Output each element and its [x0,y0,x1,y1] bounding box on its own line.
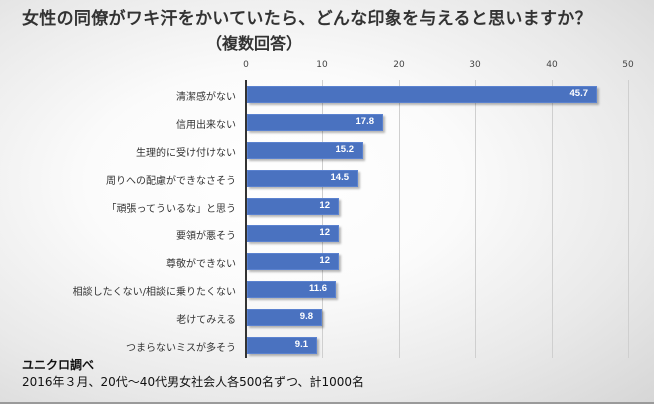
gridline [628,80,629,358]
gridline [322,80,323,358]
chart-title: 女性の同僚がワキ汗をかいていたら、どんな印象を与えると思いますか？ [22,9,592,29]
bar: 14.5 [247,170,358,187]
bar: 45.7 [247,86,597,103]
bar-value-label: 11.6 [309,283,327,294]
bottom-border [0,402,654,404]
category-label: 信用出来ない [176,120,236,131]
category-label: 生理的に受け付けない [136,148,236,159]
bar: 15.2 [247,142,363,159]
bar-value-label: 9.8 [299,311,313,322]
bar-value-label: 17.8 [355,116,375,127]
bar: 12 [247,198,339,215]
x-tick: 20 [393,60,405,70]
bar-value-label: 14.5 [330,172,350,183]
gridline [552,80,553,358]
y-axis-line [245,80,247,358]
bar: 12 [247,225,339,242]
x-tick: 30 [469,60,481,70]
category-label: 要領が悪そう [176,231,236,242]
bar: 11.6 [247,281,336,298]
category-label: つまらないミスが多そう [126,343,236,354]
bar: 9.8 [247,309,322,326]
bar-value-label: 9.1 [294,339,308,350]
bar: 17.8 [247,114,383,131]
bar-value-label: 45.7 [569,88,589,99]
category-label: 尊敬ができない [166,259,236,270]
x-tick: 0 [243,60,249,70]
gridline [399,80,400,358]
bar-value-label: 15.2 [335,144,355,155]
category-label: 周りへの配慮ができなさそう [106,176,236,187]
x-tick: 10 [316,60,328,70]
gridline [475,80,476,358]
bar: 9.1 [247,337,317,354]
category-label: 清潔感がない [176,92,236,103]
chart-subtitle: （複数回答） [206,34,303,53]
survey-description: 2016年３月、20代～40代男女社会人各500名ずつ、計1000名 [22,375,365,389]
bar: 12 [247,253,339,270]
category-label: 「頑張ってういるな」と思う [106,204,237,215]
category-label: 相談したくない/相談に乗りたくない [72,287,236,298]
x-tick: 40 [546,60,558,70]
source-credit: ユニクロ調べ [22,358,95,372]
bar-value-label: 12 [319,227,330,238]
bar-value-label: 12 [319,200,330,211]
x-tick: 50 [622,60,634,70]
category-label: 老けてみえる [176,315,236,326]
bar-value-label: 12 [319,255,330,266]
